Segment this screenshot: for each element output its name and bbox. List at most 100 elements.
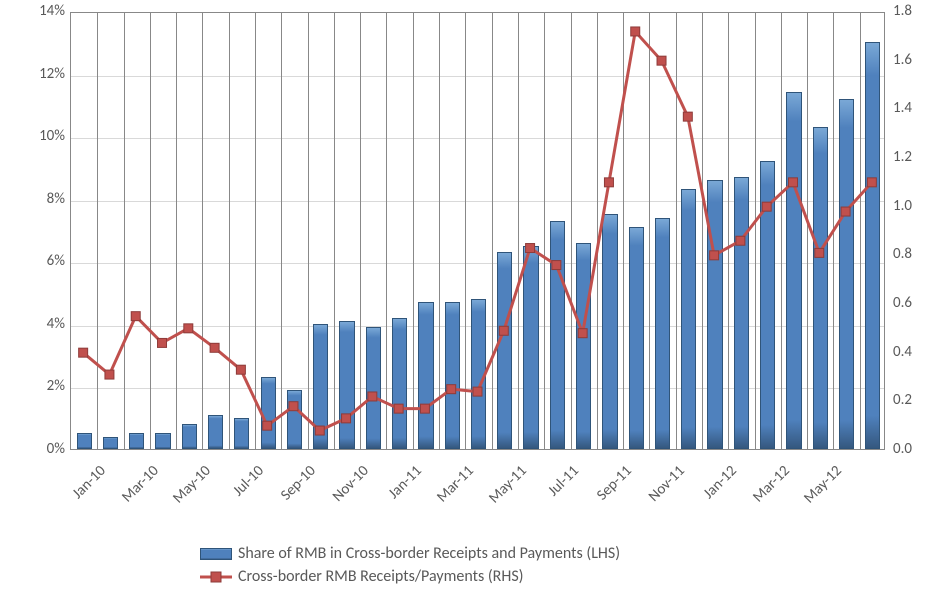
bar (523, 246, 538, 449)
legend: Share of RMB in Cross-border Receipts an… (200, 540, 620, 590)
y-right-tick-label: 0.8 (893, 247, 943, 262)
legend-swatch-line (200, 570, 232, 584)
x-gridline (807, 13, 808, 449)
x-gridline (308, 13, 309, 449)
y-left-tick-label: 8% (15, 192, 65, 207)
y-right-tick-label: 0.0 (893, 442, 943, 457)
gridline (71, 138, 884, 139)
bar (77, 433, 92, 449)
x-gridline (649, 13, 650, 449)
y-left-tick-label: 6% (15, 254, 65, 269)
x-tick-label: Nov-10 (318, 462, 373, 517)
x-gridline (334, 13, 335, 449)
legend-item-bar: Share of RMB in Cross-border Receipts an… (200, 544, 620, 563)
bar (786, 92, 801, 449)
x-gridline (860, 13, 861, 449)
legend-swatch-bar (200, 548, 232, 560)
plot-area (70, 12, 885, 450)
bar (234, 418, 249, 449)
x-tick-label: May-11 (475, 462, 530, 517)
bar (392, 318, 407, 449)
x-gridline (202, 13, 203, 449)
y-right-tick-label: 1.0 (893, 199, 943, 214)
x-gridline (150, 13, 151, 449)
chart-container: 0%2%4%6%8%10%12%14% 0.00.20.40.60.81.01.… (0, 0, 945, 609)
legend-label-bar: Share of RMB in Cross-border Receipts an… (238, 544, 620, 563)
x-gridline (465, 13, 466, 449)
y-left-tick-label: 2% (15, 379, 65, 394)
bar (602, 214, 617, 449)
x-gridline (97, 13, 98, 449)
y-right-tick-label: 1.6 (893, 53, 943, 68)
x-gridline (124, 13, 125, 449)
x-gridline (518, 13, 519, 449)
bar (313, 324, 328, 449)
bar (655, 218, 670, 450)
bar (865, 42, 880, 449)
bar (734, 177, 749, 449)
bar (813, 127, 828, 449)
x-tick-label: Mar-10 (107, 462, 162, 517)
x-gridline (544, 13, 545, 449)
bar (208, 415, 223, 449)
bar (707, 180, 722, 449)
x-gridline (623, 13, 624, 449)
bar (155, 433, 170, 449)
x-gridline (492, 13, 493, 449)
y-left-tick-label: 4% (15, 317, 65, 332)
y-left-tick-label: 10% (15, 129, 65, 144)
x-tick-label: Jul-10 (212, 462, 267, 517)
x-tick-label: Sep-10 (265, 462, 320, 517)
bar (550, 221, 565, 449)
bar (129, 433, 144, 449)
x-gridline (176, 13, 177, 449)
x-tick-label: Mar-12 (738, 462, 793, 517)
bar (418, 302, 433, 449)
y-right-tick-label: 0.6 (893, 296, 943, 311)
x-tick-label: Jul-11 (528, 462, 583, 517)
bar (760, 161, 775, 449)
legend-item-line: Cross-border RMB Receipts/Payments (RHS) (200, 567, 620, 586)
bar (471, 299, 486, 449)
gridline (71, 76, 884, 77)
x-gridline (360, 13, 361, 449)
x-tick-label: May-12 (791, 462, 846, 517)
x-tick-label: Jan-10 (55, 462, 110, 517)
x-gridline (702, 13, 703, 449)
x-gridline (255, 13, 256, 449)
x-tick-label: Nov-11 (633, 462, 688, 517)
x-gridline (281, 13, 282, 449)
bar (839, 99, 854, 449)
x-tick-label: May-10 (160, 462, 215, 517)
bar (182, 424, 197, 449)
x-tick-label: Mar-11 (423, 462, 478, 517)
y-left-tick-label: 0% (15, 442, 65, 457)
bar (681, 189, 696, 449)
legend-label-line: Cross-border RMB Receipts/Payments (RHS) (238, 567, 524, 586)
x-tick-label: Jan-11 (370, 462, 425, 517)
x-gridline (413, 13, 414, 449)
x-gridline (386, 13, 387, 449)
bar (497, 252, 512, 449)
bar (576, 243, 591, 449)
x-gridline (781, 13, 782, 449)
x-gridline (597, 13, 598, 449)
y-right-tick-label: 1.8 (893, 4, 943, 19)
y-right-tick-label: 0.2 (893, 393, 943, 408)
y-axis-left: 0%2%4%6%8%10%12%14% (15, 12, 65, 450)
x-gridline (676, 13, 677, 449)
x-gridline (728, 13, 729, 449)
y-right-tick-label: 1.2 (893, 150, 943, 165)
x-gridline (229, 13, 230, 449)
bar (287, 390, 302, 449)
x-gridline (755, 13, 756, 449)
bar (445, 302, 460, 449)
y-left-tick-label: 14% (15, 4, 65, 19)
bar (366, 327, 381, 449)
x-gridline (571, 13, 572, 449)
x-tick-label: Jan-12 (686, 462, 741, 517)
bar (103, 437, 118, 450)
y-right-tick-label: 1.4 (893, 101, 943, 116)
x-tick-label: Sep-11 (581, 462, 636, 517)
bar (339, 321, 354, 449)
